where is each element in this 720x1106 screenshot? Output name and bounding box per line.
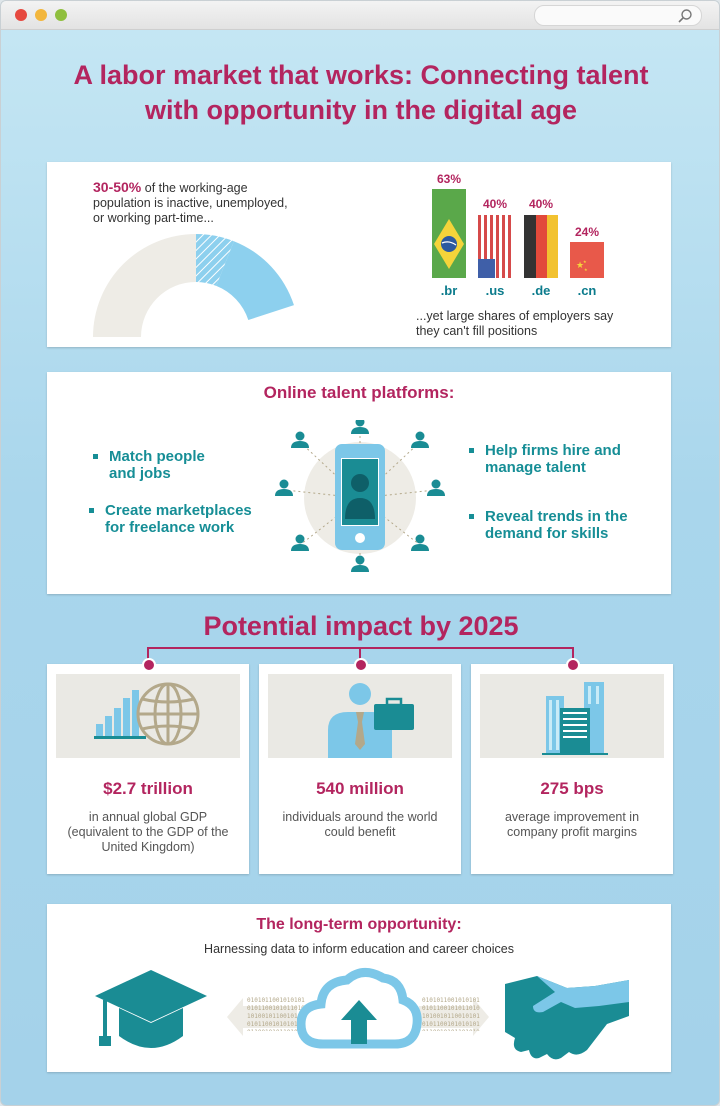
individuals-description: individuals around the world could benefi… xyxy=(282,810,438,839)
bar-label-br: 63% xyxy=(436,172,462,186)
bar-label-de: 40% xyxy=(528,197,554,211)
close-window-button[interactable] xyxy=(15,9,27,21)
long-term-title: The long-term opportunity: xyxy=(256,916,462,933)
svg-text:★: ★ xyxy=(576,261,584,271)
platforms-title: Online talent platforms: xyxy=(263,383,455,402)
bar-label-cn: 24% xyxy=(574,225,600,239)
tld-us: .us xyxy=(485,283,505,298)
smartphone-icon xyxy=(335,444,385,550)
cloud-upload-icon xyxy=(297,968,422,1049)
handshake-icon xyxy=(505,976,629,1060)
labor-stats-panel: 30-50% of the working-age population is … xyxy=(47,162,671,347)
growth-globe-icon xyxy=(56,674,240,758)
us-flag xyxy=(478,215,512,278)
individuals-value: 540 million xyxy=(316,779,404,798)
donut-hatched-segment xyxy=(196,234,234,286)
bullet-match-people: Match people and jobs xyxy=(93,448,205,482)
minimize-window-button[interactable] xyxy=(35,9,47,21)
profit-value: 275 bps xyxy=(540,779,604,798)
long-term-panel: The long-term opportunity: Harnessing da… xyxy=(47,904,671,1072)
maximize-window-button[interactable] xyxy=(55,9,67,21)
impact-title: Potential impact by 2025 xyxy=(203,611,519,641)
svg-text:★: ★ xyxy=(584,267,588,272)
search-input[interactable] xyxy=(534,5,702,26)
worker-briefcase-icon xyxy=(268,674,452,758)
search-icon[interactable] xyxy=(677,8,693,24)
data-flow-arrows xyxy=(227,998,489,1036)
platform-network-diagram xyxy=(275,420,445,572)
card-pin xyxy=(354,658,368,672)
impact-card-individuals: 540 million individuals around the world… xyxy=(259,658,461,874)
long-term-subtitle: Harnessing data to inform education and … xyxy=(204,942,514,956)
person-icons xyxy=(275,420,445,572)
brazil-flag xyxy=(432,189,466,278)
title-bar xyxy=(1,1,719,30)
card-pin xyxy=(566,658,580,672)
population-donut-chart xyxy=(93,234,294,337)
bullet-marketplaces: Create marketplaces for freelance work xyxy=(89,502,252,536)
graduation-cap-icon xyxy=(95,970,207,1048)
bar-label-us: 40% xyxy=(482,197,508,211)
gdp-value: $2.7 trillion xyxy=(103,779,193,798)
page-title: A labor market that works: Connecting ta… xyxy=(73,60,649,125)
talent-platforms-panel: Online talent platforms: Match people and… xyxy=(47,372,671,594)
tld-br: .br xyxy=(440,283,458,298)
tld-de: .de xyxy=(531,283,551,298)
inactive-stat: 30-50% xyxy=(93,179,142,195)
bullet-help-firms: Help firms hire and manage talent xyxy=(469,442,621,476)
card-pin xyxy=(142,658,156,672)
gdp-description: in annual global GDP (equivalent to the G… xyxy=(67,810,229,854)
donut-solid-segment xyxy=(216,241,294,321)
tld-cn: .cn xyxy=(577,283,597,298)
impact-card-profit: 275 bps average improvement in company pr… xyxy=(471,658,673,874)
employer-bar-chart: 63% .br 40% .us 40% .de 24 xyxy=(429,162,629,298)
donut-rest-segment xyxy=(93,234,196,337)
binary-stream-right: 0101011001010101010110010101101010100101… xyxy=(422,997,480,1031)
svg-text:★: ★ xyxy=(583,259,587,264)
china-flag: ★ ★ ★ xyxy=(570,242,604,278)
profit-description: average improvement in company profit mar… xyxy=(504,810,640,839)
office-buildings-icon xyxy=(480,674,664,758)
bullet-reveal-trends: Reveal trends in the demand for skills xyxy=(469,508,628,542)
impact-card-gdp: $2.7 trillion in annual global GDP (equiv… xyxy=(47,658,249,874)
inactive-population-text: 30-50% of the working-age population is … xyxy=(93,179,288,226)
employers-caption: ...yet large shares of employers say they… xyxy=(416,309,614,338)
germany-flag xyxy=(524,215,558,278)
